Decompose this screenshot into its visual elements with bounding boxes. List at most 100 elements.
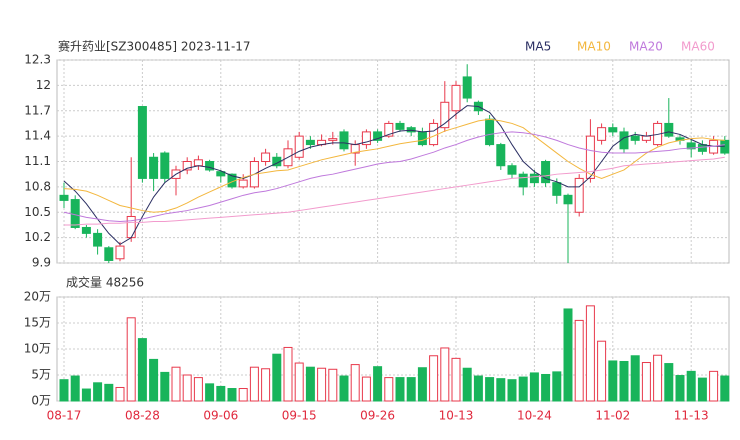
y-tick-label: 10.5 — [24, 205, 51, 219]
y-tick-label: 10.2 — [24, 230, 51, 244]
candle-body — [70, 199, 80, 228]
candle-body — [328, 138, 338, 141]
volume-bar — [171, 366, 181, 402]
x-tick-label: 08-17 — [47, 409, 82, 423]
candle-body — [93, 232, 103, 247]
legend-label: MA60 — [681, 40, 715, 54]
candle-body — [395, 122, 405, 130]
volume-bar — [563, 308, 573, 402]
y-tick-label: 10.8 — [24, 179, 51, 193]
legend-label: MA5 — [525, 40, 551, 54]
volume-bar — [462, 367, 472, 402]
candle-body — [205, 161, 215, 171]
y-tick-label: 10万 — [24, 342, 51, 356]
volume-bar — [193, 377, 203, 402]
y-tick-label: 12.3 — [24, 53, 51, 67]
legend-label: MA10 — [577, 40, 611, 54]
volume-bar — [395, 377, 405, 402]
candle-body — [115, 245, 125, 260]
ma-line — [63, 105, 725, 246]
volume-bar — [697, 377, 707, 402]
y-tick-label: 9.9 — [32, 256, 51, 270]
candle-body — [384, 122, 394, 137]
x-tick-label: 08-28 — [125, 409, 160, 423]
volume-bar — [126, 317, 136, 402]
volume-bar — [227, 388, 237, 402]
volume-bar — [350, 364, 360, 402]
candle-body — [440, 101, 450, 129]
y-tick-label: 11.4 — [24, 129, 51, 143]
volume-bar — [473, 375, 483, 402]
candle-body — [541, 161, 551, 184]
candle-body — [160, 152, 170, 179]
candle-body — [417, 131, 427, 146]
candle-body — [630, 135, 640, 141]
y-tick-label: 15万 — [24, 316, 51, 330]
x-tick-label: 11-13 — [674, 409, 709, 423]
candle-body — [429, 122, 439, 146]
volume-bar — [261, 368, 271, 402]
volume-bar — [675, 375, 685, 402]
volume-title: 成交量 48256 — [66, 275, 144, 290]
candle-body — [518, 173, 528, 188]
volume-bar — [686, 370, 696, 402]
y-tick-label: 20万 — [24, 290, 51, 304]
candle-body — [462, 76, 472, 99]
candle-body — [585, 135, 595, 179]
candle-body — [81, 226, 91, 234]
volume-bar — [328, 368, 338, 402]
legend-label: MA20 — [629, 40, 663, 54]
volume-bar — [317, 367, 327, 402]
volume-bar — [305, 366, 315, 402]
volume-bar — [619, 360, 629, 402]
x-tick-label: 09-06 — [203, 409, 238, 423]
volume-bar — [205, 383, 215, 402]
candle-body — [137, 106, 147, 179]
y-tick-label: 11.1 — [24, 154, 51, 168]
candle-body — [149, 156, 159, 179]
volume-bar — [574, 319, 584, 402]
candle-body — [697, 144, 707, 152]
candle-body — [305, 139, 315, 146]
volume-bar — [149, 358, 159, 402]
volume-bar — [641, 362, 651, 402]
candle-body — [529, 173, 539, 184]
volume-bar — [249, 366, 259, 402]
x-tick-label: 09-26 — [360, 409, 395, 423]
candle-body — [238, 179, 248, 188]
x-tick-label: 10-13 — [439, 409, 474, 423]
candle-body — [552, 182, 562, 196]
volume-bar — [283, 346, 293, 402]
candle-body — [104, 247, 114, 261]
volume-bar — [518, 376, 528, 402]
volume-bar — [597, 340, 607, 402]
candle-body — [507, 165, 517, 175]
volume-bar — [339, 375, 349, 402]
candle-body — [193, 159, 203, 167]
candle-body — [373, 131, 383, 141]
volume-bar — [384, 377, 394, 402]
volume-bar — [529, 372, 539, 402]
y-tick-label: 11.7 — [24, 103, 51, 117]
volume-bar — [451, 357, 461, 402]
volume-bar — [104, 383, 114, 402]
candle-body — [608, 127, 618, 133]
volume-bar — [216, 385, 226, 402]
volume-bar — [507, 379, 517, 402]
volume-bar — [361, 376, 371, 402]
volume-bar — [630, 355, 640, 402]
volume-bar — [552, 371, 562, 402]
volume-bar — [664, 363, 674, 402]
ma-line — [64, 156, 725, 226]
volume-bar — [585, 305, 595, 402]
candle-body — [339, 131, 349, 150]
x-tick-label: 11-02 — [595, 409, 630, 423]
volume-bar — [160, 371, 170, 402]
candle-body — [485, 118, 495, 146]
volume-bar — [81, 388, 91, 402]
candle-body — [563, 194, 573, 205]
volume-bar — [417, 367, 427, 402]
volume-bar — [93, 382, 103, 402]
candle-body — [216, 171, 226, 177]
